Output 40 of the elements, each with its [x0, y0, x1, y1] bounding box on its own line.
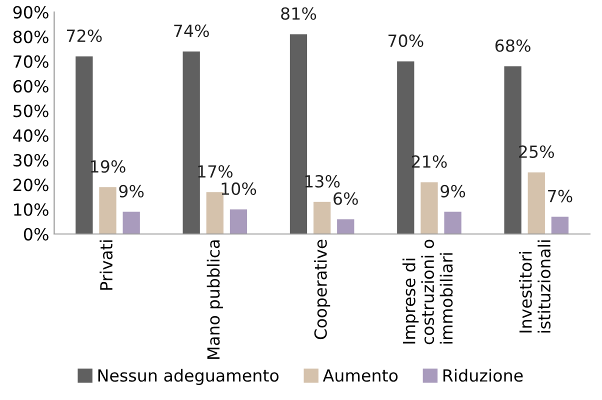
bar: [420, 182, 438, 234]
data-label: 7%: [548, 190, 572, 202]
x-tick-label: Privati: [100, 240, 113, 290]
legend-label: Aumento: [322, 369, 398, 382]
data-label: 70%: [388, 34, 424, 47]
data-label: 10%: [222, 182, 256, 195]
bar: [206, 192, 224, 234]
data-label: 72%: [67, 29, 102, 42]
bar: [182, 51, 200, 234]
x-tick-label: Investitori istituzionali: [518, 240, 551, 332]
bar: [230, 209, 248, 234]
data-label: 81%: [281, 7, 316, 20]
x-tick-label: Cooperative: [314, 240, 330, 340]
x-tick-label: Imprese di costruzioni o immobiliari: [402, 240, 453, 344]
legend-label: Riduzione: [443, 368, 523, 382]
bar: [99, 187, 116, 234]
bar: [551, 216, 569, 234]
data-label: 68%: [495, 39, 530, 52]
data-label: 9%: [119, 184, 144, 198]
bar: [444, 212, 462, 234]
data-label: 74%: [174, 24, 209, 38]
y-tick-label: 90%: [13, 6, 48, 19]
y-tick-label: 40%: [13, 129, 48, 142]
x-tick-label: Mano pubblica: [206, 240, 223, 359]
bar: [76, 56, 93, 234]
y-tick-label: 60%: [13, 80, 48, 93]
bar: [528, 172, 545, 234]
data-label: 6%: [334, 192, 358, 205]
bar: [314, 202, 331, 234]
y-tick-label: 20%: [13, 178, 48, 192]
y-tick-label: 10%: [14, 203, 48, 216]
legend-label: Nessun adeguamento: [98, 368, 279, 385]
y-tick-label: 30%: [14, 154, 48, 167]
y-tick-label: 50%: [14, 104, 48, 118]
y-tick-label: 80%: [13, 30, 48, 44]
data-label: 9%: [440, 184, 466, 198]
y-tick-label: 0%: [24, 228, 48, 241]
bar: [122, 212, 140, 234]
y-tick-label: 70%: [14, 55, 48, 68]
bar: [337, 219, 354, 234]
